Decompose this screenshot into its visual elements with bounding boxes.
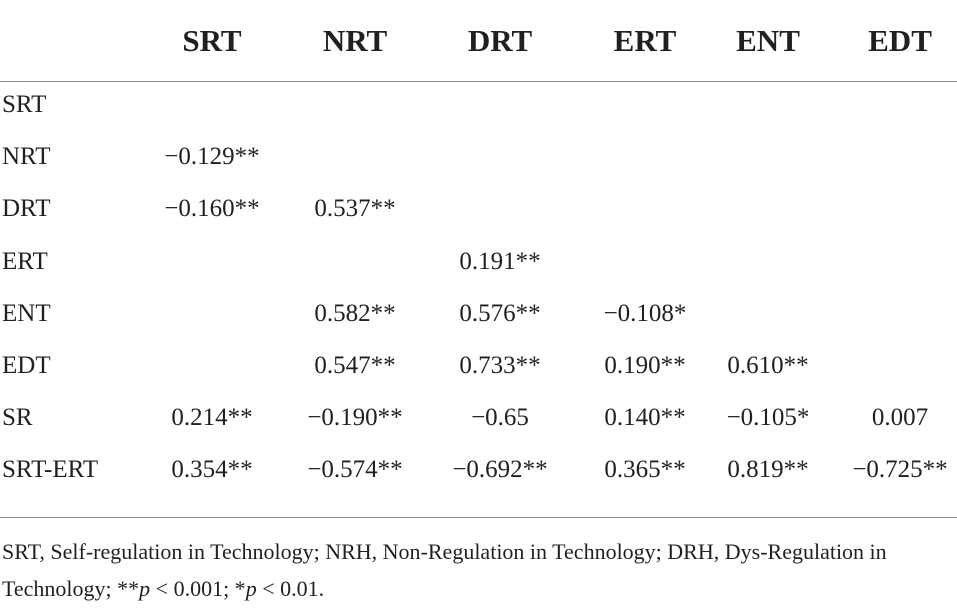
cell: 0.733** xyxy=(459,352,541,379)
footnote-text: SRT, Self-regulation in Technology; NRH,… xyxy=(2,539,887,601)
cell: 0.610** xyxy=(727,352,809,379)
cell: −0.160** xyxy=(164,195,260,223)
cell: −0.105* xyxy=(726,404,810,432)
row-label: SR xyxy=(2,404,33,432)
row-label: ENT xyxy=(2,299,51,327)
cell: −0.574** xyxy=(307,456,403,484)
cell: −0.65 xyxy=(471,404,529,432)
row-label: SRT xyxy=(2,91,47,118)
column-header: DRT xyxy=(467,23,533,58)
cell: 0.140** xyxy=(604,404,686,432)
cell: 0.354** xyxy=(171,456,253,484)
cell: 0.576** xyxy=(459,299,541,327)
footnote-text: < 0.001; * xyxy=(150,576,246,601)
cell: 0.547** xyxy=(314,352,396,379)
cell: 0.007 xyxy=(871,404,929,432)
cell: −0.108* xyxy=(603,299,687,327)
cell: −0.692** xyxy=(452,456,548,484)
footnote-text: < 0.01. xyxy=(256,576,325,601)
column-header: SRT xyxy=(182,23,242,58)
cell: 0.365** xyxy=(604,456,686,484)
column-header: ERT xyxy=(613,23,677,58)
footnote: SRT, Self-regulation in Technology; NRH,… xyxy=(2,533,937,607)
column-header: ENT xyxy=(736,23,800,58)
row-label: EDT xyxy=(2,352,51,379)
italic-symbol: p xyxy=(139,576,151,601)
row-label: SRT-ERT xyxy=(2,456,99,484)
cell: 0.214** xyxy=(171,404,253,432)
cell: 0.819** xyxy=(727,456,809,484)
cell: 0.582** xyxy=(314,299,396,327)
bottom-rule xyxy=(0,517,957,518)
row-label: NRT xyxy=(2,143,51,171)
row-label: DRT xyxy=(2,195,51,223)
column-header: NRT xyxy=(322,23,388,58)
italic-symbol: p xyxy=(245,576,257,601)
cell: −0.190** xyxy=(307,404,403,432)
cell: 0.191** xyxy=(459,247,541,275)
row-label: ERT xyxy=(2,247,48,275)
column-header: EDT xyxy=(868,23,932,58)
header-rule xyxy=(0,81,957,82)
cell: 0.190** xyxy=(604,352,686,379)
cell: −0.725** xyxy=(852,456,948,484)
cell: −0.129** xyxy=(164,143,260,171)
cell: 0.537** xyxy=(314,195,396,223)
